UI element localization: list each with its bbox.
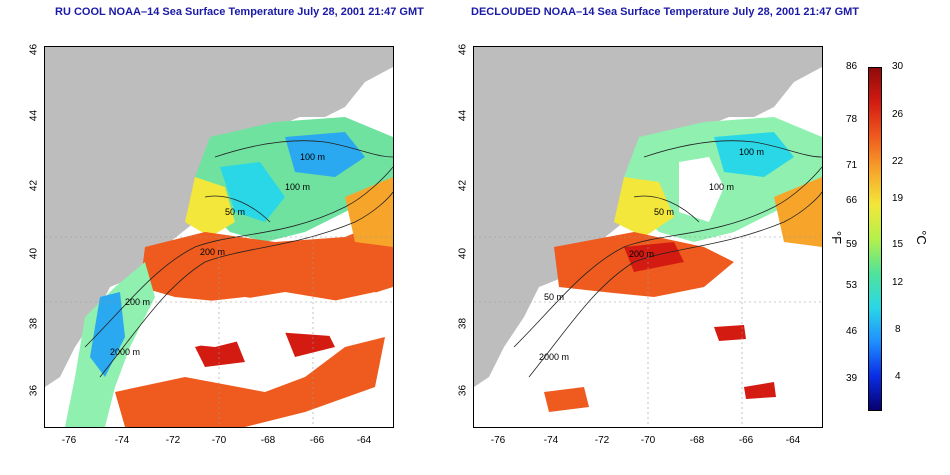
y-tick-label: 42 xyxy=(28,179,40,192)
fahrenheit-tick: 39 xyxy=(846,373,858,384)
sst-map-left xyxy=(45,47,393,427)
contour-label: 100 m xyxy=(739,147,765,157)
contour-label: 200 m xyxy=(200,247,226,257)
sst-south-warm xyxy=(115,337,385,427)
y-tick-label: 44 xyxy=(457,109,469,122)
sst-south-spot xyxy=(744,382,776,399)
sst-hot-spot xyxy=(624,242,684,272)
y-tick-label: 38 xyxy=(457,317,469,330)
sst-coastal-cold xyxy=(90,292,125,377)
contour-label: 2000 m xyxy=(539,352,570,362)
y-tick-label: 36 xyxy=(457,384,469,397)
y-tick-label: 42 xyxy=(457,179,469,192)
isobath-contour xyxy=(643,140,822,158)
x-tick-label: -66 xyxy=(738,435,754,446)
temperature-colorbar xyxy=(868,67,882,411)
y-tick-label: 38 xyxy=(28,317,40,330)
y-tick-label: 40 xyxy=(457,247,469,260)
contour-label: 50 m xyxy=(544,292,565,302)
contour-label: 200 m xyxy=(629,249,655,259)
contour-label: 50 m xyxy=(654,207,675,217)
contour-label: 100 m xyxy=(300,152,326,162)
fahrenheit-tick: 46 xyxy=(846,326,858,337)
contour-label: 100 m xyxy=(285,182,311,192)
x-tick-label: -74 xyxy=(543,435,559,446)
contour-label: 50 m xyxy=(225,207,246,217)
x-tick-label: -64 xyxy=(356,435,372,446)
celsius-tick: 15 xyxy=(892,239,904,250)
cloud-cover xyxy=(679,157,724,222)
isobath-contour xyxy=(513,166,822,348)
celsius-tick: 8 xyxy=(895,324,901,335)
map-left: 100 m 100 m 50 m 200 m 200 m 2000 m xyxy=(44,46,394,428)
map-title-right: DECLOUDED NOAA–14 Sea Surface Temperatur… xyxy=(471,6,860,18)
y-tick-label: 36 xyxy=(28,384,40,397)
fahrenheit-tick: 66 xyxy=(846,195,858,206)
contour-label: 2000 m xyxy=(110,347,141,357)
isobath-contour xyxy=(84,166,393,348)
x-tick-label: -64 xyxy=(785,435,801,446)
y-tick-label: 44 xyxy=(28,109,40,122)
isobath-contour xyxy=(214,140,393,158)
contour-label: 200 m xyxy=(125,297,151,307)
fahrenheit-tick: 53 xyxy=(846,280,858,291)
land-mass xyxy=(474,47,822,387)
map-title-left: RU COOL NOAA–14 Sea Surface Temperature … xyxy=(55,6,424,18)
celsius-tick: 22 xyxy=(892,156,904,167)
sst-map-right xyxy=(474,47,822,427)
sst-yellow-band xyxy=(185,177,235,237)
x-tick-label: -68 xyxy=(260,435,276,446)
celsius-tick: 12 xyxy=(892,277,904,288)
sst-cold-bank xyxy=(220,162,285,222)
lat-lon-grid xyxy=(474,236,822,427)
sst-slope-warm xyxy=(140,217,393,302)
sst-cold-core xyxy=(714,132,794,177)
cloud-cover xyxy=(155,292,393,347)
x-tick-label: -70 xyxy=(211,435,227,446)
fahrenheit-tick: 71 xyxy=(846,160,858,171)
celsius-tick: 4 xyxy=(895,371,901,382)
celsius-tick: 19 xyxy=(892,193,904,204)
sst-yellow-band xyxy=(614,177,674,237)
fahrenheit-unit-label: °F xyxy=(829,230,845,245)
sst-warm-patch-east xyxy=(345,177,393,247)
x-tick-label: -72 xyxy=(594,435,610,446)
isobath-contour xyxy=(204,195,271,223)
isobath-contour xyxy=(633,195,700,223)
y-tick-label: 46 xyxy=(28,43,40,56)
y-tick-label: 46 xyxy=(457,43,469,56)
isobath-contour xyxy=(528,191,822,378)
x-tick-label: -76 xyxy=(490,435,506,446)
celsius-tick: 30 xyxy=(892,61,904,72)
x-tick-label: -68 xyxy=(689,435,705,446)
fahrenheit-tick: 78 xyxy=(846,114,858,125)
sst-warm-patch-east xyxy=(774,177,822,247)
celsius-tick: 26 xyxy=(892,109,904,120)
contour-label: 100 m xyxy=(709,182,735,192)
map-right: 100 m 100 m 50 m 200 m 50 m 2000 m xyxy=(473,46,823,428)
lat-lon-grid xyxy=(45,236,393,427)
y-tick-label: 40 xyxy=(28,247,40,260)
fahrenheit-tick: 59 xyxy=(846,239,858,250)
land-mass xyxy=(45,47,393,387)
sst-south-spot xyxy=(544,387,589,412)
x-tick-label: -70 xyxy=(640,435,656,446)
x-tick-label: -66 xyxy=(309,435,325,446)
isobath-contour xyxy=(99,191,393,378)
x-tick-label: -72 xyxy=(165,435,181,446)
x-tick-label: -76 xyxy=(61,435,77,446)
sst-cold-core xyxy=(285,132,365,177)
sst-south-spot xyxy=(714,325,746,341)
celsius-unit-label: °C xyxy=(913,230,929,245)
x-tick-label: -74 xyxy=(114,435,130,446)
fahrenheit-tick: 86 xyxy=(846,61,858,72)
